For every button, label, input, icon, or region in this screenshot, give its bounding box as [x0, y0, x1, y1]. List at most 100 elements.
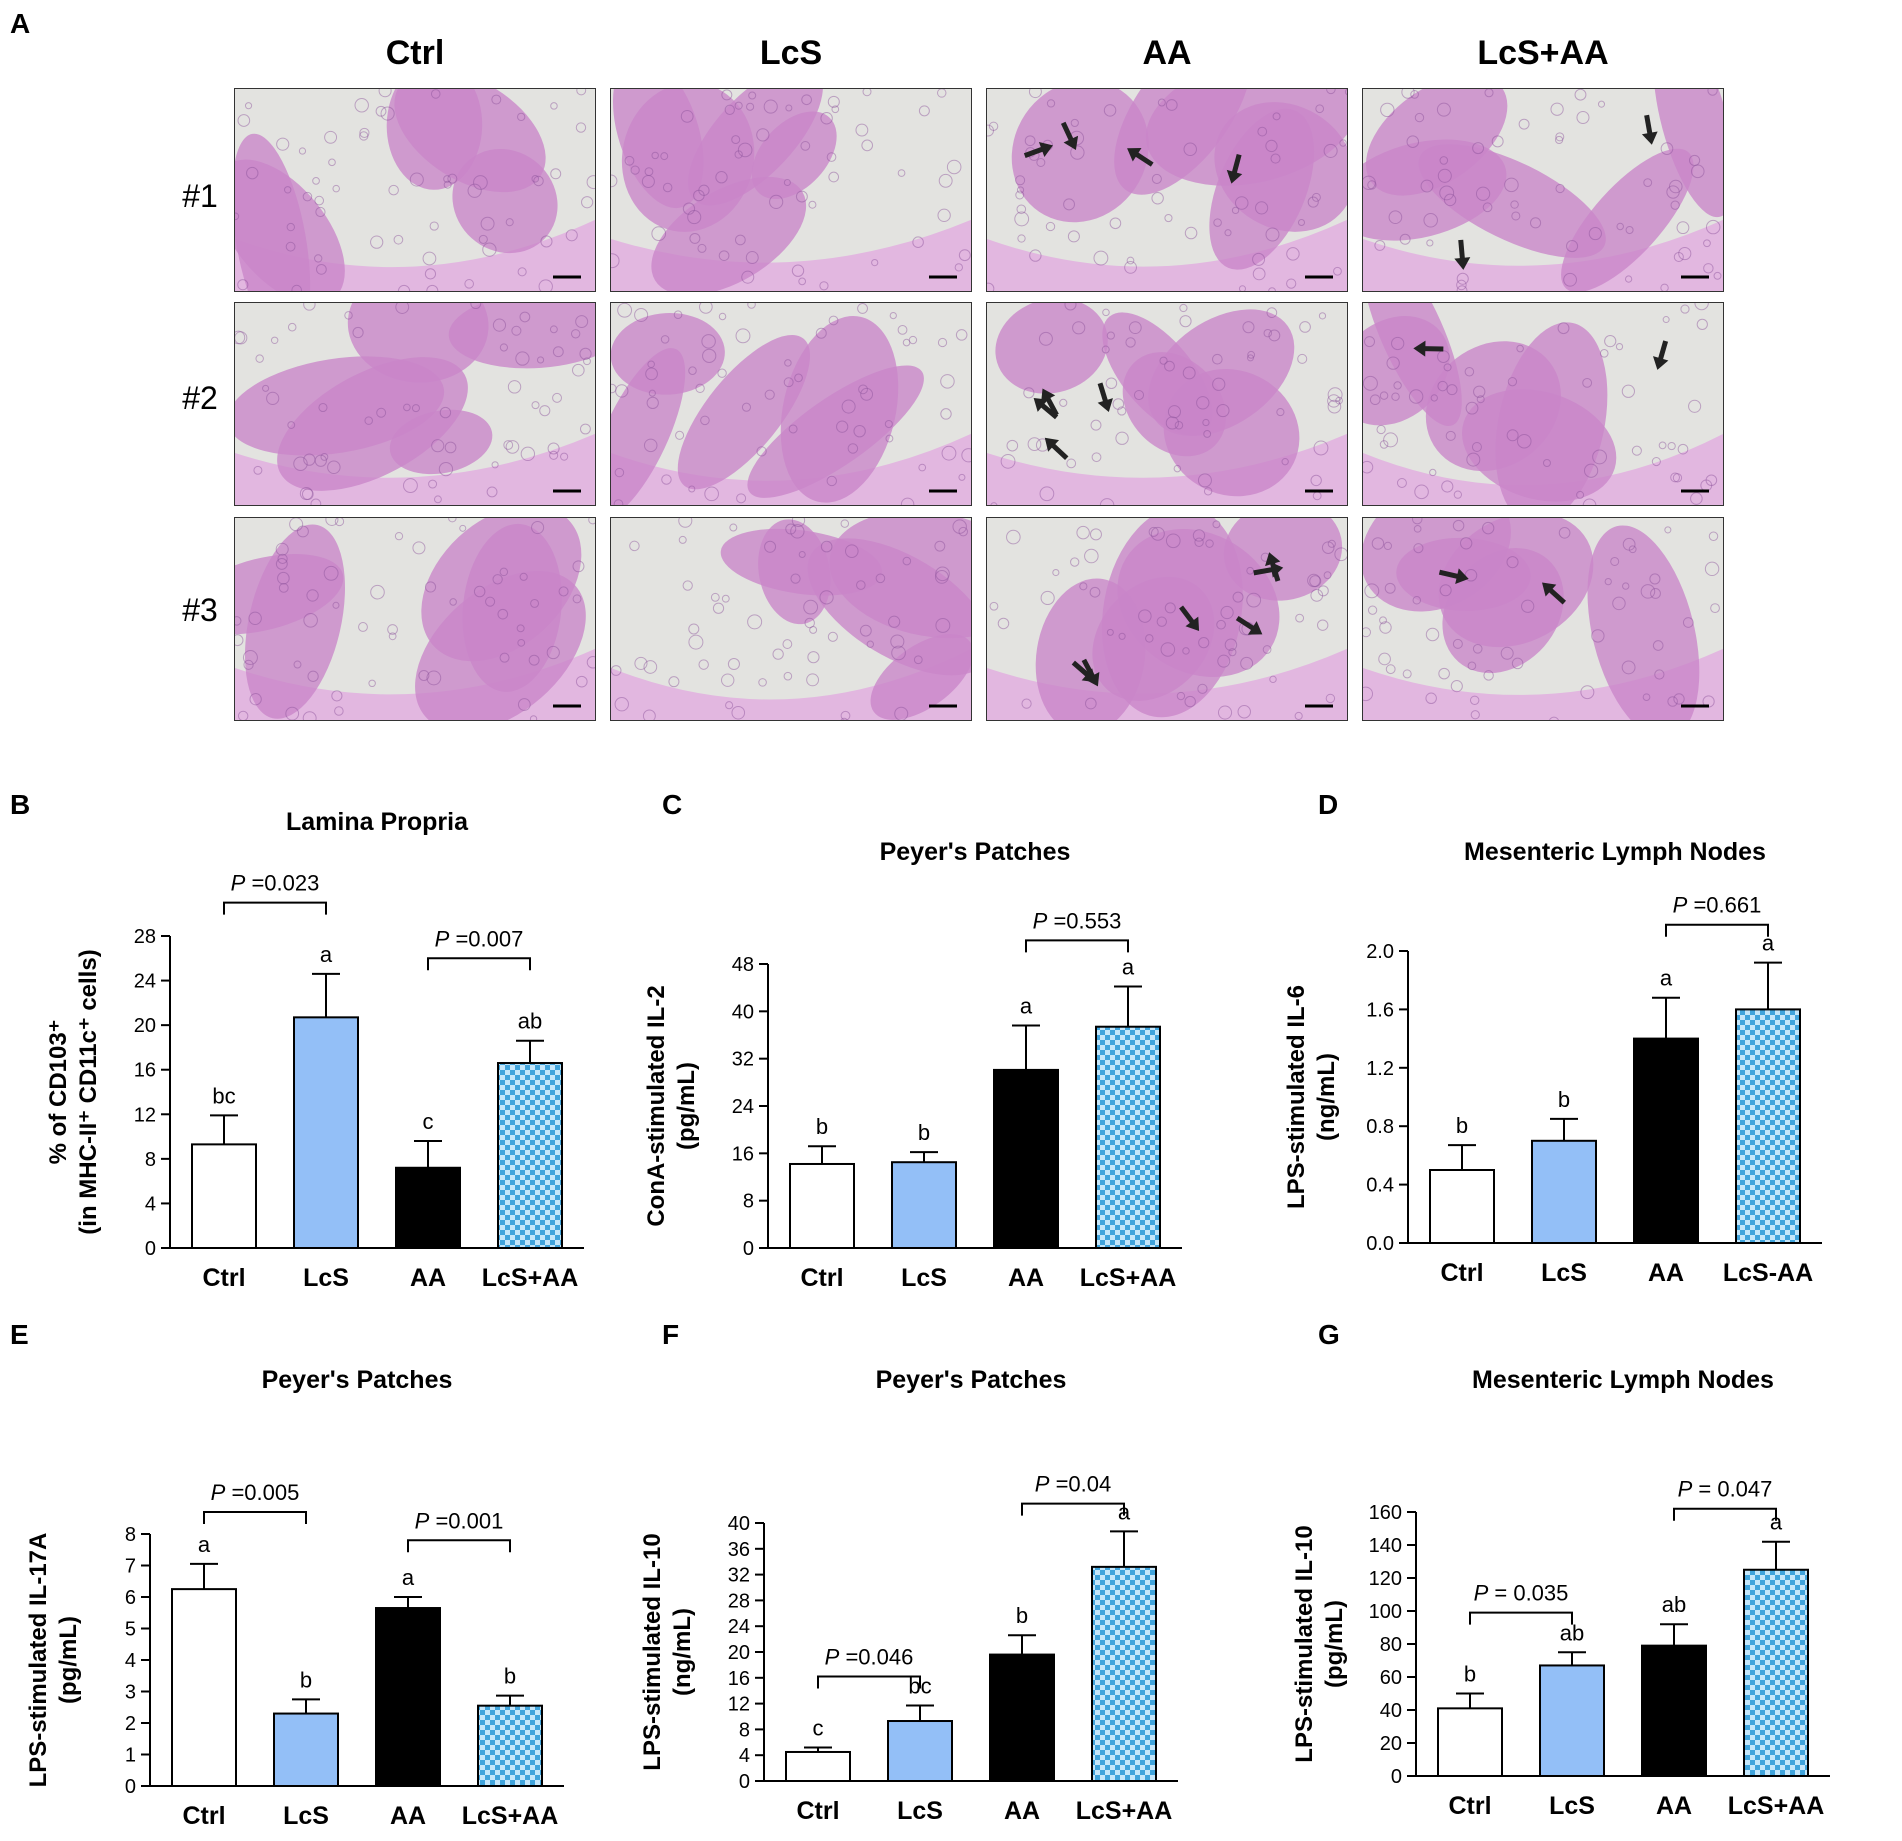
y-axis-unit-label-g: (pg/mL) [1321, 1600, 1348, 1688]
arrow-marker-icon [1226, 153, 1243, 184]
bar-d-0 [1429, 1169, 1495, 1244]
y-tick-label-f: 4 [739, 1745, 750, 1767]
histology-image-ctrl-3 [234, 517, 596, 721]
chart-c: C Peyer's Patches 0 8 16 24 32 40 48 ConA-stimula… [643, 789, 1182, 1292]
bar-g-0 [1437, 1707, 1503, 1777]
arrow-marker-icon [1235, 615, 1263, 635]
category-label-c-3: LcS+AA [1080, 1264, 1177, 1292]
arrow-marker-icon [1652, 340, 1669, 370]
bar-g-1 [1539, 1664, 1605, 1777]
y-tick-label-g: 100 [1369, 1601, 1402, 1623]
significance-letter-d-1: b [1558, 1087, 1570, 1112]
panel-letter-d: D [1318, 789, 1338, 820]
histology-image-lcs-3 [610, 517, 972, 721]
arrow-marker-icon [1641, 114, 1658, 145]
significance-letter-d-3: a [1762, 931, 1775, 956]
panel-letter-g: G [1318, 1319, 1340, 1350]
bar-e-2 [375, 1607, 441, 1788]
y-tick-label-d: 0.4 [1366, 1175, 1394, 1197]
category-label-b-2: AA [410, 1264, 446, 1292]
y-axis-unit-label-e: (pg/mL) [55, 1616, 82, 1704]
y-tick-label-b: 24 [134, 971, 156, 993]
y-tick-label-f: 8 [739, 1719, 750, 1741]
category-label-g-3: LcS+AA [1728, 1792, 1825, 1820]
panel-letter-c: C [662, 789, 682, 820]
significance-letter-e-2: a [402, 1565, 415, 1590]
chart-title-d: Mesenteric Lymph Nodes [1464, 838, 1766, 866]
significance-bracket-e-1 [407, 1539, 511, 1553]
arrow-marker-icon [1060, 121, 1079, 150]
category-label-c-1: LcS [901, 1264, 947, 1292]
category-label-f-1: LcS [897, 1797, 943, 1825]
category-label-c-0: Ctrl [800, 1264, 843, 1292]
y-tick-label-b: 12 [134, 1104, 156, 1126]
y-axis-label-b: % of CD103⁺ [45, 1020, 72, 1165]
panel-letter-b: B [10, 789, 30, 820]
bar-d-1 [1531, 1139, 1597, 1245]
histology-image-lcs-aa-1 [1362, 88, 1724, 292]
arrow-marker-icon [1438, 568, 1469, 585]
y-axis-unit-label-b: (in MHC-II⁺ CD11c⁺ cells) [75, 949, 102, 1234]
significance-letter-e-3: b [504, 1664, 516, 1689]
panel-a-letter: A [10, 8, 31, 39]
histology-image-lcs-aa-3 [1362, 517, 1724, 721]
y-tick-label-e: 0 [125, 1776, 136, 1798]
y-tick-label-b: 28 [134, 926, 156, 948]
row-label-3: #3 [182, 592, 218, 628]
significance-bracket-g-0 [1469, 1611, 1573, 1625]
column-label-lcs-aa: LcS+AA [1477, 34, 1609, 72]
y-tick-label-c: 16 [732, 1143, 754, 1165]
arrow-marker-icon [1253, 561, 1284, 578]
y-tick-label-g: 120 [1369, 1568, 1402, 1590]
histology-image-aa-2 [986, 302, 1348, 506]
y-tick-label-b: 16 [134, 1060, 156, 1082]
significance-bracket-d-0 [1665, 923, 1769, 937]
p-value-label-b-1: P =0.007 [435, 926, 524, 951]
chart-d: D Mesenteric Lymph Nodes 0.0 0.4 0.8 1.2 1.6 2.… [1283, 789, 1822, 1287]
significance-letter-d-0: b [1456, 1113, 1468, 1138]
category-label-c-2: AA [1008, 1264, 1044, 1292]
p-value-label-b-0: P =0.023 [231, 871, 320, 896]
panel-letter-f: F [662, 1319, 679, 1350]
p-value-label-g-1: P = 0.047 [1678, 1477, 1773, 1502]
category-label-d-0: Ctrl [1440, 1259, 1483, 1287]
y-tick-label-e: 5 [125, 1619, 136, 1641]
p-value-label-e-0: P =0.005 [211, 1480, 300, 1505]
significance-letter-b-0: bc [212, 1083, 235, 1108]
histology-image-lcs-1 [610, 88, 972, 292]
bar-b-3 [497, 1062, 563, 1249]
y-tick-label-f: 0 [739, 1771, 750, 1793]
y-tick-label-e: 3 [125, 1682, 136, 1704]
chart-g: G Mesenteric Lymph Nodes 0 20 40 60 80 100 120 14… [1291, 1319, 1830, 1820]
y-tick-label-f: 28 [728, 1590, 750, 1612]
bar-g-2 [1641, 1644, 1707, 1778]
significance-letter-f-2: b [1016, 1603, 1028, 1628]
y-tick-label-e: 4 [125, 1650, 136, 1672]
histology-image-ctrl-1 [234, 88, 596, 292]
significance-letter-c-1: b [918, 1120, 930, 1145]
bar-e-3 [477, 1704, 543, 1788]
p-value-label-e-1: P =0.001 [415, 1508, 504, 1533]
y-tick-label-e: 2 [125, 1713, 136, 1735]
category-label-d-2: AA [1648, 1259, 1684, 1287]
y-tick-label-e: 1 [125, 1745, 136, 1767]
category-label-g-1: LcS [1549, 1792, 1595, 1820]
category-label-g-0: Ctrl [1448, 1792, 1491, 1820]
y-tick-label-c: 48 [732, 954, 754, 976]
significance-bracket-b-1 [427, 957, 531, 971]
bar-f-3 [1091, 1565, 1157, 1782]
histology-image-aa-3 [986, 517, 1348, 721]
significance-letter-b-3: ab [518, 1009, 542, 1034]
chart-b: B Lamina Propria 0 4 8 12 16 20 24 28 % of CD103⁺(… [10, 789, 584, 1292]
y-axis-label-g: LPS-stimulated IL-10 [1291, 1525, 1318, 1762]
y-axis-unit-label-d: (ng/mL) [1313, 1053, 1340, 1141]
y-tick-label-g: 0 [1391, 1766, 1402, 1788]
category-label-f-0: Ctrl [796, 1797, 839, 1825]
bar-c-1 [891, 1161, 957, 1250]
y-tick-label-f: 36 [728, 1539, 750, 1561]
category-label-g-2: AA [1656, 1792, 1692, 1820]
y-tick-label-b: 4 [145, 1193, 156, 1215]
category-label-d-1: LcS [1541, 1259, 1587, 1287]
significance-letter-e-1: b [300, 1667, 312, 1692]
bar-g-3 [1743, 1568, 1809, 1777]
